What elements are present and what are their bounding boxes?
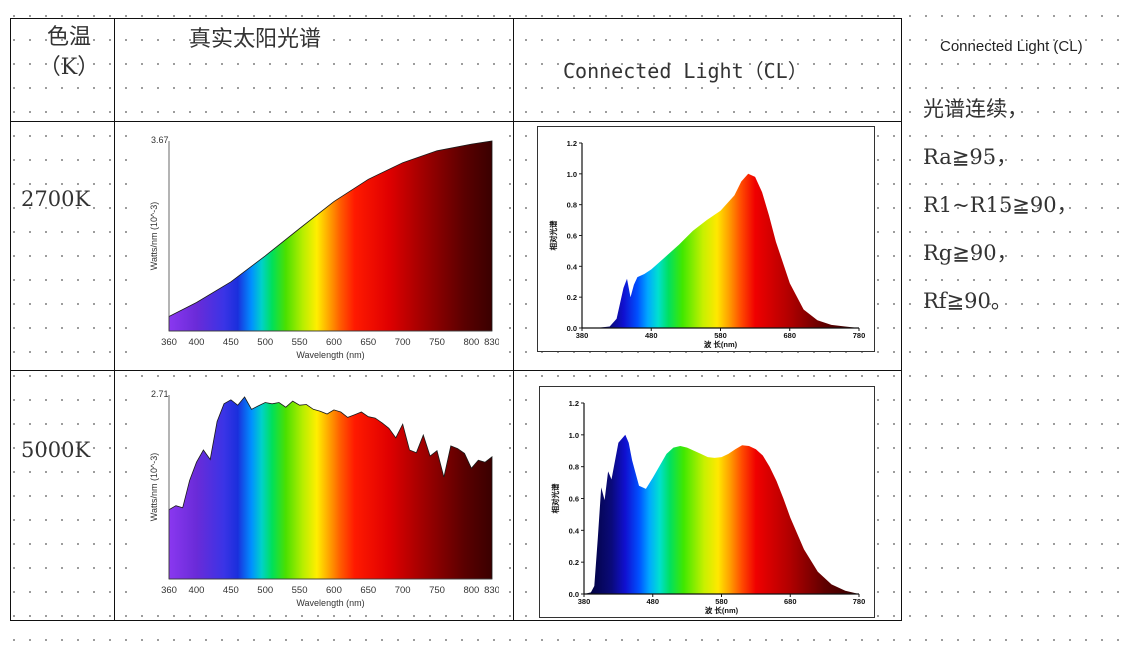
- spectrum-area: [168, 396, 493, 580]
- color-temperature-header-label: 色温: [46, 25, 91, 50]
- sunlight-5000k-chart: 2.71 360 400 450 500 550 600 650 700 750 800 830 Wav…: [127, 381, 500, 613]
- x-tick-label: 650: [360, 585, 376, 596]
- x-axis-label: 波 长(nm): [704, 339, 738, 349]
- x-tick-label: 680: [783, 331, 796, 340]
- x-tick-label: 580: [715, 597, 728, 606]
- y-tick-label: 1.0: [567, 170, 577, 179]
- spec-line-rg: Rg≧90，: [923, 241, 1018, 265]
- spec-line-r1-r15: R1~R15≧90，: [923, 193, 1078, 217]
- connected-light-5000k-chart: 0.0 0.2 0.4 0.6 0.8 1.0 1.2 380 480 580 680 780 波 长(…: [539, 386, 875, 618]
- x-tick-label: 800: [463, 585, 479, 596]
- connected-light-5000k-chart-svg: 0.0 0.2 0.4 0.6 0.8 1.0 1.2 380 480 580 680 780 波 长(…: [550, 399, 866, 615]
- y-top-label: 3.67: [151, 135, 169, 145]
- spectrum-area: [584, 434, 859, 594]
- spectrum-area: [168, 140, 493, 332]
- x-tick-label: 360: [161, 585, 177, 596]
- x-tick-label: 800: [463, 337, 479, 348]
- y-tick-label: 0.0: [569, 590, 579, 599]
- real-sunlight-spectrum-header: 真实太阳光谱: [189, 27, 322, 52]
- y-tick-label: 1.2: [567, 139, 577, 148]
- y-axis-label: Watts/nm (10^-3): [149, 202, 159, 270]
- x-tick-label: 680: [784, 597, 797, 606]
- x-tick-label: 480: [646, 597, 659, 606]
- y-axis-label: 相对光谱: [550, 483, 560, 513]
- x-tick-label: 380: [578, 597, 591, 606]
- y-tick-label: 0.2: [569, 558, 579, 567]
- row-label-5000k: 5000K: [21, 438, 91, 462]
- sunlight-5000k-chart-svg: 2.71 360 400 450 500 550 600 650 700 750 800 830 Wav…: [149, 389, 500, 608]
- color-temperature-header: 色温 （K）: [23, 23, 115, 83]
- x-tick-label: 780: [853, 331, 866, 340]
- y-tick-label: 0.4: [569, 526, 580, 535]
- x-tick-label: 600: [326, 337, 342, 348]
- sunlight-2700k-chart-svg: 3.67 360 400 450 500 550 600 650 700 750 800 830 Wav…: [149, 135, 500, 360]
- spec-line-rf: Rf≧90。: [923, 289, 1012, 313]
- x-tick-label: 830: [484, 585, 499, 596]
- x-tick-label: 750: [429, 337, 445, 348]
- x-tick-label: 380: [576, 331, 589, 340]
- x-tick-label: 600: [326, 585, 342, 596]
- x-tick-label: 550: [292, 585, 308, 596]
- spectrum-table: 色温 （K） 真实太阳光谱 Connected Light（CL） 2700K …: [10, 18, 902, 621]
- row-label-2700k: 2700K: [21, 187, 91, 211]
- x-tick-label: 580: [714, 331, 727, 340]
- column-divider: [513, 19, 514, 620]
- x-tick-label: 480: [645, 331, 658, 340]
- x-tick-label: 700: [395, 337, 411, 348]
- x-tick-label: 700: [395, 585, 411, 596]
- y-tick-label: 0.6: [569, 495, 579, 504]
- y-tick-label: 0.4: [567, 262, 578, 271]
- y-tick-label: 1.2: [569, 399, 579, 408]
- spectrum-area: [582, 173, 859, 328]
- x-tick-label: 650: [360, 337, 376, 348]
- x-tick-label: 400: [189, 585, 205, 596]
- x-tick-label: 450: [223, 585, 239, 596]
- y-tick-label: 0.2: [567, 293, 577, 302]
- y-tick-label: 0.6: [567, 232, 577, 241]
- spec-line-ra: Ra≧95，: [923, 145, 1018, 169]
- y-axis-label: Watts/nm (10^-3): [149, 453, 159, 521]
- y-axis-label: 相对光谱: [548, 220, 558, 250]
- x-tick-label: 500: [257, 337, 273, 348]
- x-tick-label: 360: [161, 337, 177, 348]
- x-axis-label: Wavelength (nm): [296, 598, 364, 608]
- x-tick-label: 750: [429, 585, 445, 596]
- x-axis-label: Wavelength (nm): [296, 350, 364, 360]
- x-tick-label: 450: [223, 337, 239, 348]
- connected-light-2700k-chart-svg: 0.0 0.2 0.4 0.6 0.8 1.0 1.2 380 480 580 680 780 波 长(…: [548, 139, 866, 349]
- x-tick-label: 500: [257, 585, 273, 596]
- column-divider: [114, 19, 115, 620]
- side-title: Connected Light (CL): [940, 38, 1083, 55]
- spec-list: 光谱连续， Ra≧95， R1~R15≧90， Rg≧90， Rf≧90。: [923, 88, 1078, 328]
- y-tick-label: 1.0: [569, 431, 579, 440]
- sunlight-2700k-chart: 3.67 360 400 450 500 550 600 650 700 750 800 830 Wav…: [127, 127, 500, 365]
- x-tick-label: 400: [189, 337, 205, 348]
- color-temperature-header-unit: （K）: [38, 55, 100, 80]
- connected-light-2700k-chart: 0.0 0.2 0.4 0.6 0.8 1.0 1.2 380 480 580 680 780 波 长(…: [537, 126, 875, 352]
- y-tick-label: 0.0: [567, 324, 577, 333]
- connected-light-header: Connected Light（CL）: [563, 59, 808, 83]
- spec-line-continuous: 光谱连续，: [923, 97, 1028, 121]
- y-top-label: 2.71: [151, 389, 169, 399]
- x-tick-label: 780: [853, 597, 866, 606]
- y-tick-label: 0.8: [569, 463, 579, 472]
- x-tick-label: 830: [484, 337, 499, 348]
- y-tick-label: 0.8: [567, 201, 577, 210]
- x-axis-label: 波 长(nm): [705, 605, 739, 615]
- row-divider: [11, 121, 901, 122]
- row-divider: [11, 370, 901, 371]
- x-tick-label: 550: [292, 337, 308, 348]
